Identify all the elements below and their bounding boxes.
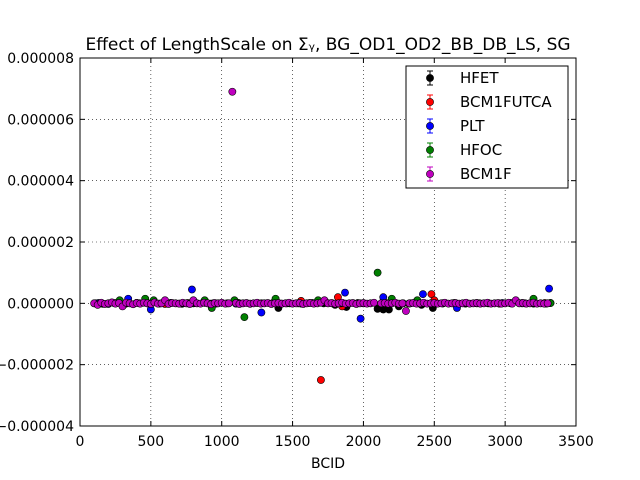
x-tick-label: 3000 [487, 434, 523, 450]
data-point [373, 268, 382, 277]
x-tick-label: 0 [76, 434, 85, 450]
legend-label: HFOC [460, 141, 502, 159]
data-point [224, 299, 233, 308]
data-point [317, 376, 325, 384]
x-tick-label: 2500 [416, 434, 452, 450]
data-point [188, 285, 196, 294]
x-tick-label: 1000 [204, 434, 240, 450]
data-point [341, 288, 349, 297]
data-point [257, 308, 266, 317]
x-tick-label: 500 [137, 434, 164, 450]
legend-marker [426, 170, 434, 178]
x-tick-label: 2000 [346, 434, 382, 450]
x-axis-label: BCID [311, 456, 345, 472]
legend-label: BCM1F [460, 165, 512, 183]
legend-label: HFET [460, 69, 499, 87]
legend-marker [426, 146, 434, 154]
series-bcm1f [90, 87, 552, 315]
data-point [398, 299, 407, 308]
legend-marker [426, 98, 434, 106]
chart-title: Effect of LengthScale on Σᵧ, BG_OD1_OD2_… [85, 35, 570, 55]
data-points [90, 87, 555, 384]
data-point [356, 314, 365, 323]
legend-label: PLT [460, 117, 485, 135]
y-tick-labels: −0.000004 −0.000002 0.000000 0.000002 0.0000… [0, 51, 74, 435]
data-point [419, 290, 427, 299]
data-point [240, 313, 249, 322]
y-tick-label: −0.000002 [0, 358, 74, 374]
y-tick-label: 0.000008 [7, 51, 74, 67]
legend-marker [426, 122, 434, 130]
data-point [402, 307, 410, 315]
x-tick-label: 3500 [558, 434, 594, 450]
y-tick-label: 0.000000 [7, 296, 74, 312]
legend-label: BCM1FUTCA [460, 93, 552, 111]
data-point [543, 299, 552, 308]
y-tick-label: 0.000004 [7, 174, 74, 190]
data-point [545, 284, 553, 293]
x-tick-label: 1500 [275, 434, 311, 450]
legend-marker [426, 74, 434, 82]
y-tick-label: 0.000002 [7, 235, 74, 251]
legend: HFET BCM1FUTCA PLT HFOC BCM1F [405, 65, 569, 189]
data-point [370, 298, 378, 307]
data-point [228, 87, 237, 96]
y-tick-label: 0.000006 [7, 112, 74, 128]
x-tick-labels: 0 500 1000 1500 2000 2500 3000 3500 [76, 434, 594, 450]
axis-ticks [79, 57, 577, 427]
y-tick-label: −0.000004 [0, 419, 74, 435]
